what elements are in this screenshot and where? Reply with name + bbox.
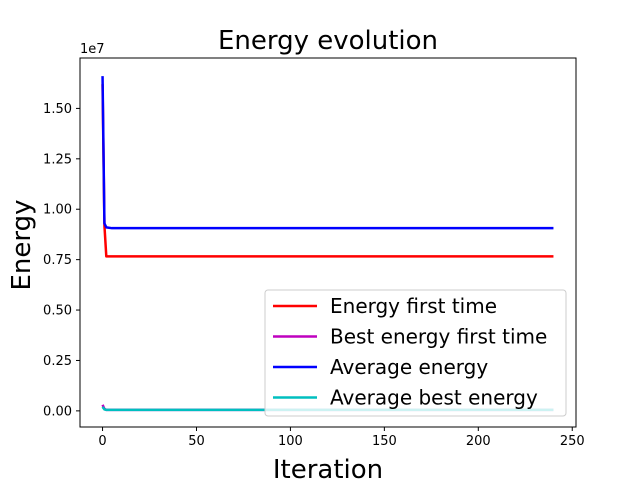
y-tick-label: 0.75 [43,253,72,268]
plot-frame [79,57,577,428]
series-line-average-energy [101,76,554,230]
y-offset-label: 1e7 [80,42,105,57]
x-tick-label: 100 [278,434,303,449]
x-tick-label: 200 [466,434,491,449]
legend-box [264,289,567,417]
x-tick-label: 150 [372,434,397,449]
legend: Energy first time Best energy first time A… [264,289,567,417]
legend-label: Average best energy [330,386,538,410]
legend-label: Average energy [330,355,488,379]
y-tick-label: 0.25 [43,354,72,369]
y-tick-label: 0.50 [43,304,72,319]
y-tick-label: 1.00 [43,203,72,218]
y-tick-label: 1.25 [43,152,72,167]
x-axis-label: Iteration [273,455,383,480]
legend-label: Energy first time [330,294,497,318]
x-axis-ticks: 0 50 100 150 200 250 [98,427,585,449]
x-tick-label: 250 [560,434,585,449]
legend-label: Best energy first time [330,325,547,349]
y-axis-ticks: 0.00 0.25 0.50 0.75 1.00 1.25 1.50 [43,102,80,419]
y-tick-label: 1.50 [43,102,72,117]
y-tick-label: 0.00 [43,404,72,419]
y-axis-label: Energy [7,199,37,290]
x-tick-label: 0 [98,434,106,449]
chart-title: Energy evolution [218,26,438,56]
x-tick-label: 50 [188,434,205,449]
